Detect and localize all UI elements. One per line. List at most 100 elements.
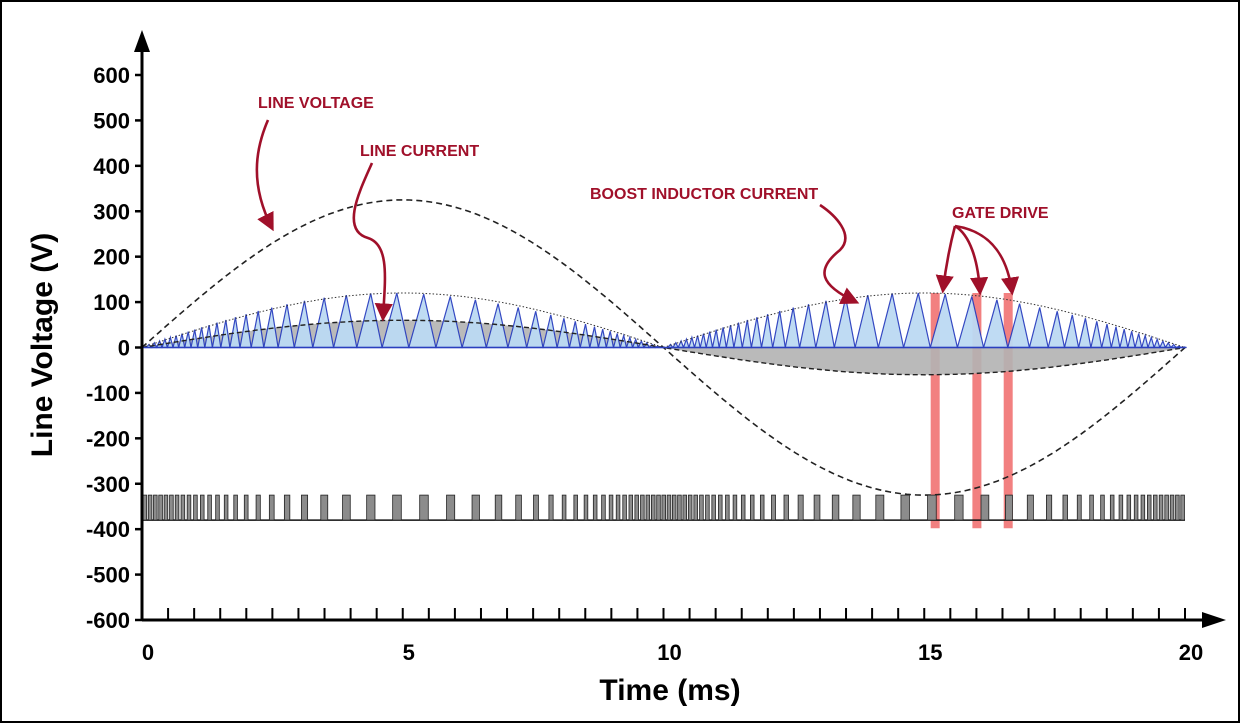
gate-pulse-14 <box>223 494 229 521</box>
annotation-layer: LINE VOLTAGE LINE CURRENT BOOST INDUCTOR… <box>255 95 1049 322</box>
gate-pulse-68 <box>875 494 885 521</box>
gate-pulse-80 <box>1109 494 1115 521</box>
inductor-current-triangle-second-16 <box>771 310 786 349</box>
gate-pulse-81 <box>1118 494 1124 521</box>
gate-pulse-47 <box>666 494 672 521</box>
gate-pulse-87 <box>1158 494 1164 521</box>
gate-pulse-10 <box>193 494 198 521</box>
waveform-line-layer <box>141 199 1186 496</box>
inductor-current-triangle-second-40 <box>1153 337 1161 349</box>
inductor-current-triangle-second-15 <box>760 314 774 349</box>
gate-pulse-6 <box>169 494 174 521</box>
inductor-current-triangle-first-20 <box>312 297 335 349</box>
gate-pulse-19 <box>283 494 291 521</box>
gate-pulse-8 <box>180 494 186 521</box>
y-tick-label-9: -300 <box>86 472 130 497</box>
gate-pulse-59 <box>740 494 746 521</box>
line-current-curve <box>141 319 1186 376</box>
inductor-current-triangle-second-21 <box>854 294 880 349</box>
gate-pulse-17 <box>255 494 261 521</box>
inductor-current-triangle-second-11 <box>725 324 735 349</box>
gate-pulse-36 <box>601 494 606 521</box>
inductor-current-triangle-second-5 <box>688 335 696 349</box>
inductor-current-triangle-second-29 <box>1047 311 1066 349</box>
gate-pulse-56 <box>718 494 723 521</box>
inductor-current-triangle-second-17 <box>784 307 801 349</box>
gate-highlight-3 <box>1003 293 1013 529</box>
gate-pulse-66 <box>831 494 840 521</box>
gate-pulse-2 <box>147 494 153 521</box>
gate-pulse-40 <box>628 494 634 521</box>
y-tick-label-2: 400 <box>93 154 130 179</box>
gate-pulse-7 <box>174 494 180 521</box>
gate-pulse-38 <box>615 494 621 521</box>
annotation-gate-drive: GATE DRIVE <box>952 205 1049 222</box>
arrow-boost-inductor-current <box>819 203 860 305</box>
gate-pulse-45 <box>656 494 661 521</box>
arrow-gate-drive-3 <box>954 224 1020 296</box>
gate-pulse-75 <box>1046 494 1053 521</box>
gate-pulse-60 <box>750 494 755 521</box>
gate-pulse-83 <box>1133 494 1139 521</box>
inductor-current-triangle-second-13 <box>741 319 753 349</box>
gate-pulse-71 <box>954 494 964 521</box>
inductor-current-triangle-second-8 <box>705 331 714 349</box>
gate-pulse-63 <box>783 494 789 521</box>
gate-pulse-54 <box>705 494 710 521</box>
annotation-boost-inductor-current: BOOST INDUCTOR CURRENT <box>590 186 818 203</box>
inductor-current-triangle-second-14 <box>750 317 763 349</box>
gate-highlight-1 <box>930 293 940 529</box>
gate-pulse-42 <box>640 494 645 521</box>
gate-pulse-24 <box>392 494 402 521</box>
gate-pulse-58 <box>732 494 738 521</box>
inductor-current-triangle-first-17 <box>263 307 279 349</box>
gate-pulse-84 <box>1140 494 1146 521</box>
gate-pulse-86 <box>1153 494 1158 521</box>
gate-pulse-43 <box>645 494 651 521</box>
arrow-gate-drive-2 <box>954 224 989 296</box>
gate-pulse-21 <box>320 494 329 521</box>
x-axis-title: Time (ms) <box>599 674 740 707</box>
gate-pulse-77 <box>1076 494 1082 521</box>
gate-pulse-65 <box>813 494 821 521</box>
inductor-current-triangle-second-19 <box>815 300 836 349</box>
inductor-current-triangle-second-20 <box>833 297 856 349</box>
arrow-line-current <box>352 162 393 322</box>
inductor-current-triangle-second-38 <box>1140 333 1149 349</box>
inductor-current-triangle-second-39 <box>1147 335 1155 349</box>
annotation-line-current: LINE CURRENT <box>360 143 479 160</box>
gate-pulse-69 <box>900 494 910 521</box>
inductor-current-triangle-first-18 <box>277 304 296 349</box>
gate-pulse-16 <box>243 494 249 521</box>
gate-pulse-11 <box>200 494 205 521</box>
inductor-current-triangle-second-30 <box>1063 314 1080 349</box>
gate-pulse-30 <box>533 494 539 521</box>
gate-pulse-91 <box>1180 494 1185 521</box>
gate-pulse-32 <box>561 494 567 521</box>
x-tick-label-2: 10 <box>657 640 681 665</box>
gate-pulse-89 <box>1169 494 1175 521</box>
gate-pulse-35 <box>592 494 598 521</box>
gate-pulse-28 <box>494 494 503 521</box>
inductor-current-triangle-second-41 <box>1158 339 1167 349</box>
inductor-current-triangle-second-37 <box>1134 333 1143 349</box>
gate-pulse-44 <box>651 494 656 521</box>
inductor-current-triangle-second-33 <box>1100 323 1113 349</box>
y-tick-label-5: 100 <box>93 290 130 315</box>
inductor-current-triangle-second-12 <box>733 322 743 349</box>
inductor-envelope-first <box>141 292 664 348</box>
inductor-current-triangle-second-32 <box>1090 321 1103 349</box>
inductor-current-triangle-second-10 <box>718 327 728 349</box>
gate-pulse-50 <box>682 494 687 521</box>
gate-pulse-29 <box>515 494 522 521</box>
gate-pulse-49 <box>677 494 682 521</box>
y-axis-arrowhead <box>134 30 150 52</box>
inductor-current-triangle-second-35 <box>1119 328 1129 349</box>
gate-pulse-23 <box>366 494 376 521</box>
gate-pulse-90 <box>1175 494 1180 521</box>
current-fill-layer <box>142 292 1187 375</box>
y-tick-label-4: 200 <box>93 245 130 270</box>
inductor-current-triangle-second-36 <box>1127 331 1136 349</box>
gate-pulse-4 <box>158 494 163 521</box>
